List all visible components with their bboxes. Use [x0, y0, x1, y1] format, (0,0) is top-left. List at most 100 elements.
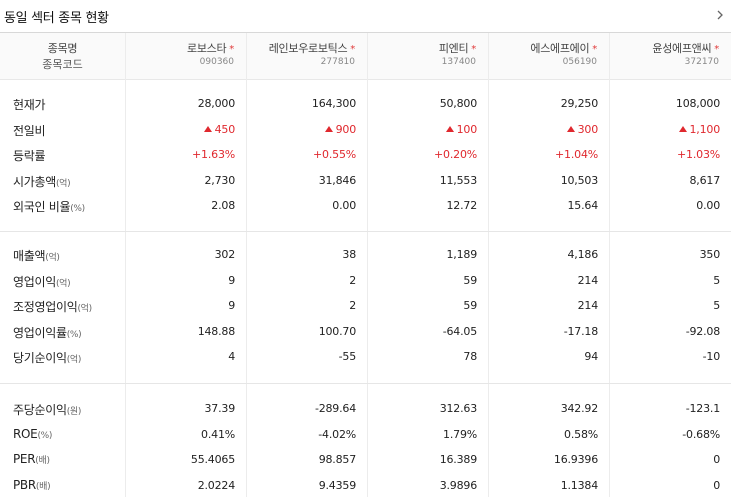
row-unit: (%) [66, 329, 82, 340]
row-value: -64.05 [443, 325, 477, 338]
row-value: 5 [713, 299, 720, 312]
table-row: 현재가 28,000 164,300 50,800 29,250 108,000 [0, 91, 731, 117]
stock-name-link[interactable]: 윤성에프앤씨 * [652, 40, 719, 56]
row-value: 1,189 [447, 248, 478, 261]
row-label: 영업이익률(%) [13, 324, 82, 341]
row-label-text: 주당순이익 [13, 403, 67, 417]
value-text: 302 [214, 248, 236, 261]
row-value: 342.92 [561, 402, 598, 415]
value-text: 148.88 [197, 324, 235, 338]
stock-header-3: 피엔티 * 137400 [367, 33, 488, 79]
value-text: 1.79% [443, 427, 477, 441]
value-text: 9.4359 [318, 478, 356, 492]
row-label-text: 영업이익 [13, 274, 56, 289]
stock-name-link[interactable]: 에스에프에이 * [530, 40, 597, 56]
value-text: 31,846 [318, 173, 356, 187]
row-value: 300 [566, 123, 598, 136]
row-value: 10,503 [561, 174, 598, 187]
row-label: 시가총액(억) [13, 173, 71, 190]
row-value: 900 [324, 123, 356, 136]
value-text: 37.39 [204, 402, 236, 415]
row-label-text: PBR [13, 477, 36, 492]
row-value: 55.4065 [191, 453, 235, 466]
value-text: 0.41% [201, 427, 235, 441]
table-row: ROE(%) 0.41% -4.02% 1.79% 0.58% -0.68% [0, 422, 731, 448]
row-value: 9 [228, 299, 235, 312]
value-text: 3.9896 [439, 478, 477, 492]
row-value: 11,553 [440, 174, 477, 187]
value-text: 2 [349, 299, 356, 312]
column-divider [367, 33, 368, 497]
table-row: PER(배) 55.4065 98.857 16.389 16.9396 0 [0, 447, 731, 473]
row-label: 영업이익(억) [13, 273, 71, 290]
value-text: 0.00 [696, 199, 720, 212]
value-text: 38 [342, 248, 356, 261]
value-text: 214 [577, 273, 599, 287]
row-label-text: ROE [13, 426, 38, 441]
header-label-cell: 종목명 종목코드 [0, 33, 125, 79]
value-text: 59 [463, 273, 477, 287]
value-text: -92.08 [685, 324, 720, 338]
stock-name: 레인보우로보틱스 [268, 42, 348, 55]
value-text: 214 [577, 299, 599, 312]
stock-name: 피엔티 [438, 42, 469, 55]
row-value: 0.58% [564, 428, 598, 441]
chevron-right-icon[interactable] [713, 8, 727, 22]
value-text: -289.64 [314, 402, 356, 415]
row-value: 312.63 [440, 402, 477, 415]
row-label: PBR(배) [13, 477, 51, 492]
value-text: -55 [338, 350, 357, 363]
row-value: 1,100 [678, 123, 720, 136]
row-label-text: 현재가 [13, 98, 46, 112]
value-text: 9 [228, 273, 235, 287]
row-value: 2.0224 [198, 479, 235, 492]
row-value: -17.18 [564, 325, 598, 338]
value-text: 55.4065 [190, 453, 235, 466]
value-text: 100 [456, 122, 478, 136]
stock-name-link[interactable]: 레인보우로보틱스 * [268, 40, 356, 56]
table-row: 영업이익률(%) 148.88 100.70 -64.05 -17.18 -92.08 [0, 319, 731, 345]
row-value: -10 [702, 350, 721, 363]
stock-code: 372170 [684, 57, 719, 67]
value-text: -10 [702, 350, 721, 363]
row-value: +0.55% [313, 148, 356, 161]
value-text: +0.55% [313, 148, 356, 161]
table-row: 주당순이익(원) 37.39 -289.64 312.63 342.92 -123.1 [0, 396, 731, 422]
stock-header-4: 에스에프에이 * 056190 [488, 33, 609, 79]
value-text: 0.00 [332, 199, 356, 212]
value-text: +1.03% [677, 148, 720, 161]
value-text: -0.68% [682, 427, 720, 441]
row-label-text: 당기순이익 [13, 351, 67, 365]
row-value: 0.41% [201, 428, 235, 441]
row-value: 350 [700, 248, 721, 261]
stock-name-link[interactable]: 피엔티 * [439, 40, 476, 56]
value-text: 2 [349, 273, 356, 287]
row-value: 164,300 [312, 97, 356, 110]
row-value: 0.00 [696, 199, 720, 212]
section-divider [0, 383, 731, 384]
star-mark: * [592, 44, 597, 55]
row-label: ROE(%) [13, 427, 52, 441]
stock-name-link[interactable]: 로보스타 * [187, 40, 234, 56]
section-header: 동일 섹터 종목 현황 [0, 0, 731, 32]
row-value: 15.64 [568, 199, 599, 212]
row-value: 4,186 [568, 248, 599, 261]
value-text: 0 [713, 453, 720, 466]
row-label: 등락률 [13, 147, 46, 164]
table-row: 영업이익(억) 9 2 59 214 5 [0, 268, 731, 294]
row-unit: (억) [55, 178, 71, 189]
value-text: 450 [214, 122, 236, 136]
row-value: -92.08 [686, 325, 720, 338]
row-value: 16.389 [440, 453, 477, 466]
stock-code: 090360 [199, 57, 234, 67]
row-label: 주당순이익(원) [13, 401, 81, 418]
section-divider [0, 231, 731, 232]
value-text: 29,250 [560, 97, 598, 110]
row-value: -0.68% [682, 428, 720, 441]
row-value: +0.20% [434, 148, 477, 161]
row-label: PER(배) [13, 452, 50, 466]
value-text: 164,300 [311, 97, 356, 110]
value-text: 312.63 [439, 402, 477, 415]
stock-name: 윤성에프앤씨 [652, 42, 712, 55]
row-unit: (원) [66, 407, 82, 417]
